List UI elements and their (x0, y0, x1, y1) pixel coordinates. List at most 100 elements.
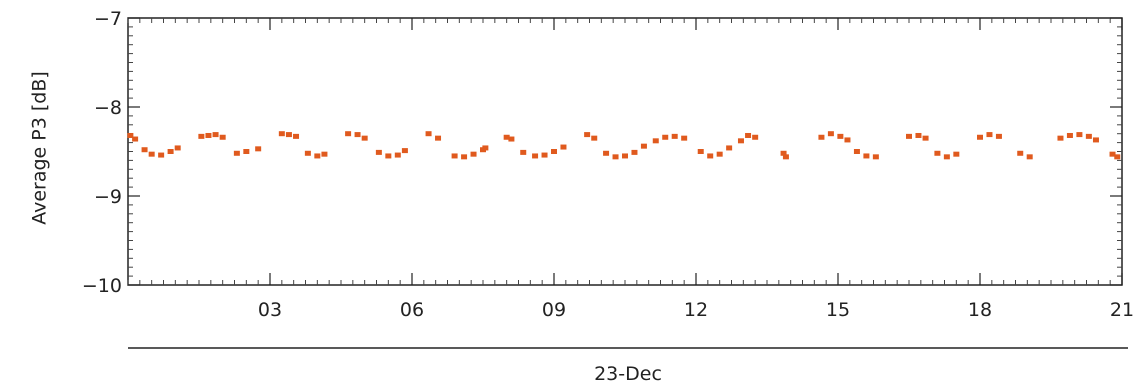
data-point (293, 133, 300, 139)
data-point (853, 149, 860, 154)
data-point (906, 133, 912, 139)
data-point (671, 133, 678, 139)
data-point (737, 138, 744, 144)
data-point (1085, 133, 1092, 139)
data-point (255, 146, 262, 152)
data-point (167, 149, 174, 154)
data-point (934, 150, 941, 156)
data-point (780, 150, 787, 156)
data-point (1092, 137, 1099, 143)
data-point (844, 137, 851, 143)
data-point (233, 150, 240, 156)
data-point (321, 151, 328, 157)
data-point (591, 135, 598, 141)
data-point (278, 131, 285, 137)
data-point (520, 149, 527, 155)
data-point (158, 152, 165, 158)
plot-frame-rect (127, 17, 1123, 286)
data-point (716, 151, 723, 157)
x-tick-label: 21 (1110, 299, 1134, 321)
data-point (148, 151, 155, 157)
data-point (401, 148, 408, 154)
data-point (541, 152, 548, 158)
data-point (995, 133, 1002, 139)
data-point (385, 153, 392, 159)
minor-ticks (127, 17, 1123, 286)
data-point (508, 136, 515, 142)
plot-frame (127, 17, 1123, 286)
data-point (470, 151, 477, 157)
data-point (354, 132, 361, 138)
data-point (1066, 132, 1073, 138)
major-ticks (128, 17, 1123, 286)
x-tick-label: 12 (684, 299, 708, 321)
data-point (977, 134, 983, 140)
y-tick-label: −9 (94, 186, 122, 208)
data-point (1057, 135, 1064, 141)
data-point (622, 153, 628, 159)
x-tick-label: 09 (542, 299, 566, 321)
data-point (425, 131, 432, 137)
data-point (345, 131, 352, 137)
data-point (1109, 151, 1116, 157)
data-point (198, 133, 205, 139)
data-point (461, 154, 468, 160)
data-point (681, 135, 688, 141)
x-tick-labels: 03 06 09 12 15 18 21 (258, 299, 1134, 321)
data-point (219, 134, 226, 140)
y-tick-label: −7 (94, 8, 122, 30)
data-point (314, 153, 321, 159)
data-point (127, 132, 134, 138)
data-point (652, 138, 659, 144)
data-point (745, 132, 752, 138)
data-point (482, 145, 489, 151)
y-tick-labels: −7 −8 −9 −10 (82, 8, 122, 297)
data-point (752, 134, 759, 140)
y-tick-label: −8 (94, 97, 122, 119)
data-point (141, 147, 148, 153)
data-point (243, 149, 250, 154)
data-point (1076, 132, 1083, 138)
data-point (697, 149, 704, 154)
data-point (132, 136, 139, 142)
data-points (127, 131, 1121, 160)
data-point (726, 145, 733, 151)
data-point (205, 132, 212, 138)
data-point (863, 153, 870, 159)
data-point (872, 154, 879, 160)
data-point (1026, 154, 1033, 160)
data-point (640, 143, 647, 149)
data-point (837, 133, 844, 139)
data-point (986, 132, 993, 138)
data-point (212, 132, 219, 138)
data-point (1114, 154, 1121, 160)
data-point (361, 135, 368, 141)
data-point (707, 153, 714, 159)
data-point (782, 154, 789, 160)
data-point (953, 151, 960, 157)
data-point (818, 134, 825, 140)
x-axis-title: 23-Dec (594, 363, 662, 385)
data-point (560, 144, 567, 150)
data-point (603, 150, 610, 156)
data-point (551, 149, 557, 154)
data-point (174, 145, 181, 151)
data-point (532, 153, 539, 159)
data-point (304, 150, 311, 156)
data-point (285, 132, 292, 138)
data-point (503, 134, 510, 140)
data-point (435, 135, 442, 141)
data-point (375, 149, 382, 155)
x-tick-label: 15 (826, 299, 850, 321)
data-point (662, 134, 669, 140)
x-tick-label: 18 (968, 299, 992, 321)
data-point (915, 132, 922, 138)
data-point (584, 132, 591, 138)
x-tick-label: 06 (400, 299, 424, 321)
data-point (827, 131, 834, 137)
data-point (943, 154, 950, 160)
data-point (922, 135, 929, 141)
y-axis-title: Average P3 [dB] (29, 71, 51, 225)
data-point (612, 154, 619, 160)
